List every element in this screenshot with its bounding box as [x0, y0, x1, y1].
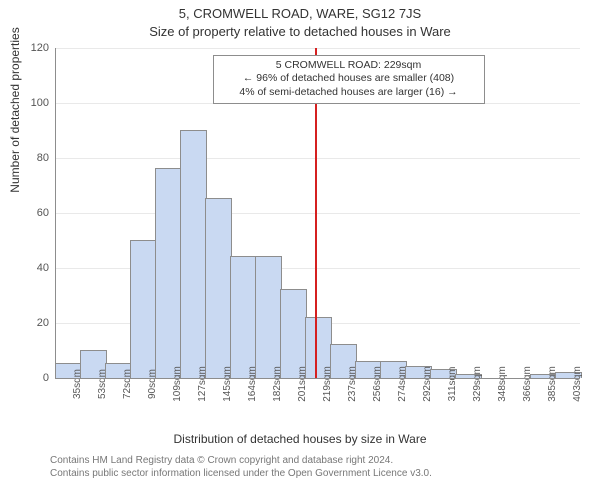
attribution-line1: Contains HM Land Registry data © Crown c…: [50, 455, 393, 466]
attribution-line2: Contains public sector information licen…: [50, 468, 432, 479]
annotation-line3: 4% of semi-detached houses are larger (1…: [220, 86, 478, 100]
x-tick-label: 403sqm: [572, 366, 583, 402]
x-axis-label: Distribution of detached houses by size …: [0, 432, 600, 446]
grid-line: [55, 213, 580, 214]
annotation-box: 5 CROMWELL ROAD: 229sqm← 96% of detached…: [213, 55, 485, 104]
histogram-bar: [130, 240, 157, 379]
x-axis-line: [55, 378, 580, 379]
x-tick-label: 311sqm: [447, 367, 458, 402]
x-tick-label: 348sqm: [497, 366, 508, 402]
attribution-text: Contains HM Land Registry data © Crown c…: [50, 455, 432, 480]
y-tick-label: 20: [19, 317, 49, 329]
chart-title-main: 5, CROMWELL ROAD, WARE, SG12 7JS: [0, 6, 600, 21]
grid-line: [55, 48, 580, 49]
y-tick-label: 0: [19, 372, 49, 384]
histogram-bar: [155, 168, 182, 378]
histogram-bar: [205, 198, 232, 378]
chart-title-sub: Size of property relative to detached ho…: [0, 24, 600, 39]
histogram-bar: [255, 256, 282, 378]
x-tick-label: 366sqm: [522, 366, 533, 402]
plot-area: 02040608010012035sqm53sqm72sqm90sqm109sq…: [55, 48, 580, 378]
y-tick-label: 120: [19, 42, 49, 54]
histogram-bar: [230, 256, 257, 378]
y-tick-label: 80: [19, 152, 49, 164]
y-axis-label: Number of detached properties: [8, 0, 22, 240]
chart-container: 5, CROMWELL ROAD, WARE, SG12 7JS Size of…: [0, 0, 600, 500]
y-axis-line: [55, 48, 56, 378]
annotation-line2: ← 96% of detached houses are smaller (40…: [220, 72, 478, 86]
x-tick-label: 329sqm: [472, 366, 483, 402]
y-tick-label: 40: [19, 262, 49, 274]
histogram-bar: [280, 289, 307, 378]
histogram-bar: [180, 130, 207, 379]
y-tick-label: 100: [19, 97, 49, 109]
y-tick-label: 60: [19, 207, 49, 219]
annotation-line1: 5 CROMWELL ROAD: 229sqm: [220, 59, 478, 73]
grid-line: [55, 158, 580, 159]
